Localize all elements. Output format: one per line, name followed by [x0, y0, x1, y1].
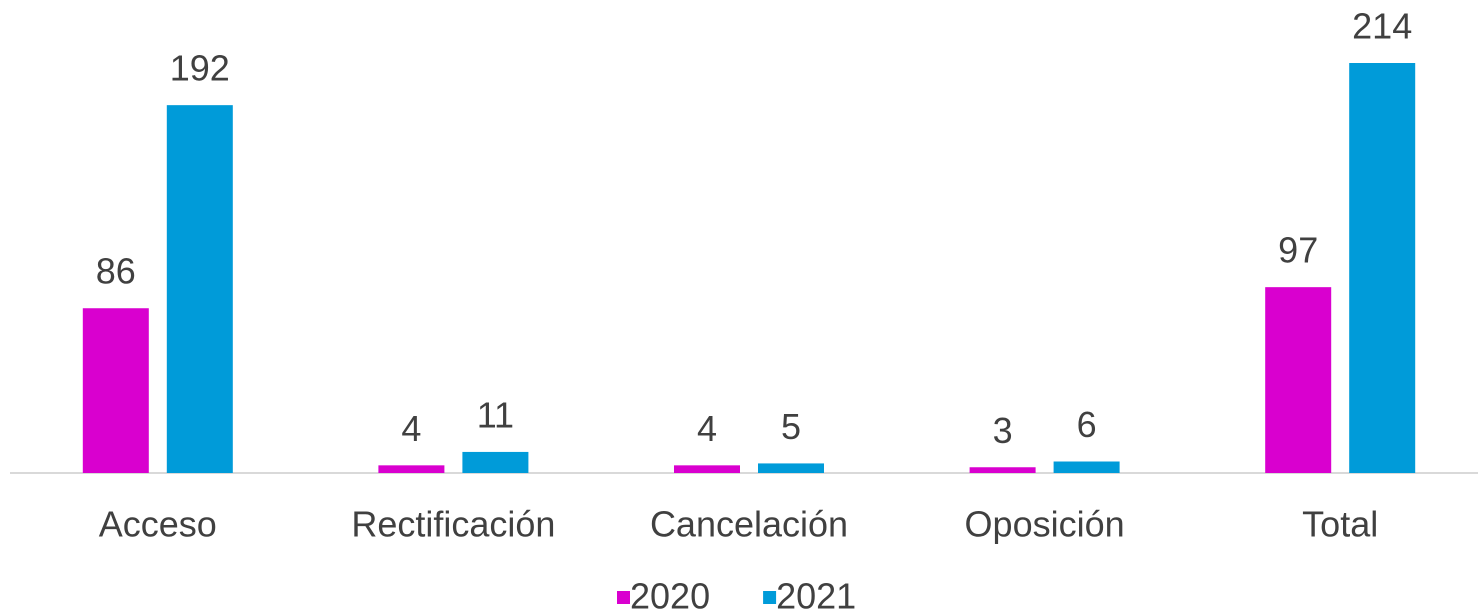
legend-label: 2021 — [776, 576, 856, 615]
data-label: 192 — [170, 48, 230, 89]
data-label: 5 — [781, 406, 801, 447]
bar — [1265, 287, 1332, 473]
bar — [82, 308, 149, 473]
bar — [462, 451, 529, 473]
data-label: 3 — [993, 410, 1013, 451]
data-label: 4 — [401, 408, 421, 449]
x-tick-label: Cancelación — [650, 504, 848, 545]
bar — [1053, 461, 1120, 473]
legend-swatch — [617, 591, 630, 604]
legend-label: 2020 — [630, 576, 710, 615]
bar — [378, 465, 445, 473]
x-tick-label: Acceso — [99, 504, 217, 545]
bar — [969, 467, 1036, 473]
data-label: 97 — [1278, 230, 1318, 271]
data-label: 4 — [697, 408, 717, 449]
data-label: 86 — [96, 251, 136, 292]
bar — [166, 105, 233, 473]
data-label: 11 — [477, 394, 514, 435]
bar — [758, 463, 824, 473]
legend-swatch — [763, 591, 777, 604]
x-tick-label: Rectificación — [351, 504, 555, 545]
data-label: 214 — [1352, 6, 1412, 47]
x-tick-label: Total — [1302, 504, 1378, 545]
bar — [1349, 63, 1416, 473]
x-tick-label: Oposición — [965, 504, 1125, 545]
data-label: 6 — [1077, 404, 1097, 445]
bar — [674, 465, 740, 473]
